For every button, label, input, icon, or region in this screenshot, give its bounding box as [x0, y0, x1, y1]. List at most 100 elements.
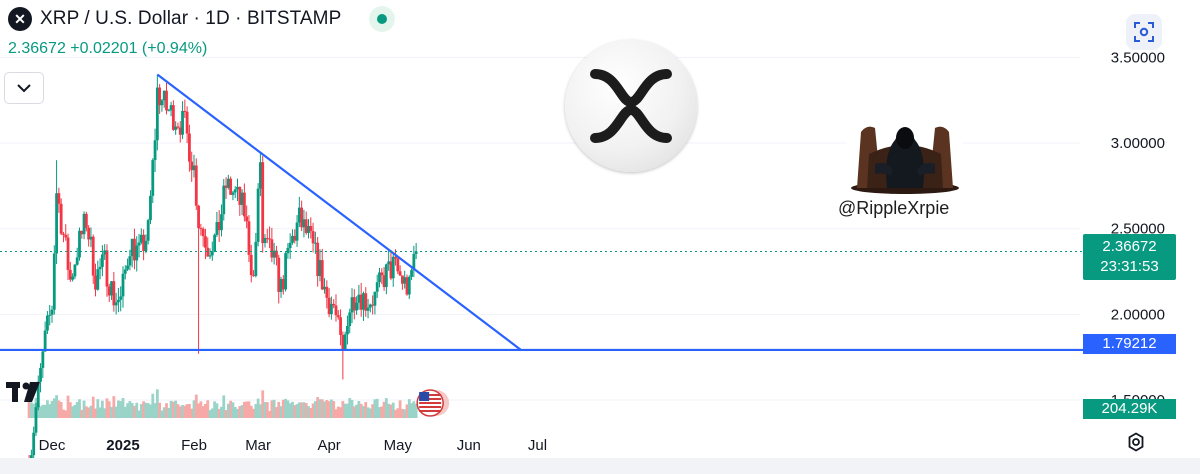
candle-body: [158, 87, 162, 106]
volume-bar: [407, 399, 411, 418]
x-tick-label: 2025: [106, 437, 139, 454]
volume-bar: [169, 400, 173, 418]
volume-bar: [286, 400, 290, 418]
volume-bar: [249, 405, 253, 418]
volume-bar: [330, 399, 333, 418]
tv-logo-slash: [24, 382, 40, 402]
gear-icon[interactable]: [1126, 432, 1146, 452]
candle-body: [197, 205, 200, 229]
us-flag-stripe: [419, 394, 442, 396]
volume-bar: [378, 407, 381, 418]
volume-bar: [263, 402, 267, 418]
volume-bar: [389, 404, 393, 418]
symbol-header[interactable]: ✕ XRP / U.S. Dollar · 1D · BITSTAMP: [8, 6, 396, 32]
lens-scan-button[interactable]: [1126, 14, 1162, 50]
volume-bar: [41, 404, 45, 418]
candle-body: [391, 256, 395, 279]
volume-bar: [302, 402, 306, 418]
volume-bar: [320, 399, 324, 418]
drawn-lines[interactable]: [0, 73, 1083, 417]
x-tick-label: Mar: [245, 437, 271, 454]
volume-bar: [112, 396, 116, 418]
volume-bar: [275, 407, 278, 418]
candle-body: [32, 432, 36, 456]
candle-body: [181, 110, 184, 135]
volume-bar: [160, 410, 164, 418]
candle-body: [249, 254, 253, 276]
x-axis[interactable]: Dec 2025 Feb Mar Apr May Jun Jul: [39, 437, 547, 454]
volume-bar: [71, 406, 75, 418]
candle-body: [43, 330, 47, 352]
volume-bar: [103, 408, 107, 418]
volume-bar: [270, 400, 274, 418]
candle-body: [110, 281, 113, 296]
candle-body: [144, 240, 148, 252]
volume-bar: [401, 408, 404, 418]
candle-body: [286, 247, 290, 254]
candle-body: [375, 282, 379, 292]
candle-body: [330, 303, 333, 315]
volume-bar: [43, 404, 47, 418]
volume-bar: [318, 399, 322, 418]
candle-body: [245, 216, 249, 222]
candle-body: [52, 253, 56, 310]
candle-body: [387, 261, 391, 265]
volume-bar: [355, 404, 358, 418]
volume-bar: [224, 410, 228, 418]
tv-logo-dot: [22, 382, 30, 390]
candle-body: [46, 315, 49, 331]
volume-bar: [162, 407, 166, 418]
volume-bar: [78, 399, 81, 418]
candle-body: [87, 227, 91, 240]
candle-body: [226, 178, 230, 188]
volume-bar: [174, 400, 178, 418]
candle-body: [151, 160, 155, 196]
volume-tag: 204.29K: [1083, 399, 1176, 419]
candle-body: [183, 110, 187, 112]
volume-bar: [394, 409, 397, 418]
horizontal-level-tag: 1.79212: [1083, 334, 1176, 354]
candle-body: [229, 178, 233, 195]
candle-body: [201, 228, 205, 237]
candle-body: [75, 257, 79, 265]
candle-body: [350, 297, 354, 313]
volume-bar: [382, 401, 386, 418]
volume-bar: [412, 401, 416, 418]
candle-body: [94, 275, 97, 290]
candle-body: [194, 165, 198, 206]
current-price-tag: 2.36672 23:31:53: [1083, 234, 1176, 280]
volume-bar: [343, 403, 347, 418]
volume-bar: [188, 403, 191, 418]
volume-bar: [403, 409, 407, 418]
volume-bar: [121, 397, 125, 418]
candle-body: [135, 245, 139, 261]
volume-bar: [293, 405, 297, 418]
candle-body: [169, 105, 173, 111]
candle-body: [213, 234, 217, 252]
candle-body: [339, 317, 342, 335]
candle-body: [364, 293, 368, 311]
candle-body: [346, 326, 349, 335]
candle-body: [41, 351, 45, 368]
volume-bar: [130, 403, 134, 418]
candle-body: [275, 250, 278, 258]
market-open-status-icon: [369, 6, 396, 32]
volume-bar: [233, 407, 237, 418]
candle-body: [401, 275, 404, 284]
candle-body: [373, 291, 377, 306]
candle-body: [304, 219, 308, 233]
candle-body: [57, 193, 61, 204]
volume-bar: [268, 410, 271, 418]
volume-bar: [50, 400, 54, 418]
candle-body: [199, 228, 203, 230]
volume-bar: [194, 394, 198, 418]
volume-bar: [46, 400, 49, 418]
candle-body: [185, 111, 189, 134]
us-flag-stripe: [419, 410, 442, 412]
collapse-button[interactable]: [4, 72, 44, 104]
candle-body: [311, 231, 315, 244]
candle-body: [117, 299, 120, 303]
volume-bar: [325, 400, 329, 418]
